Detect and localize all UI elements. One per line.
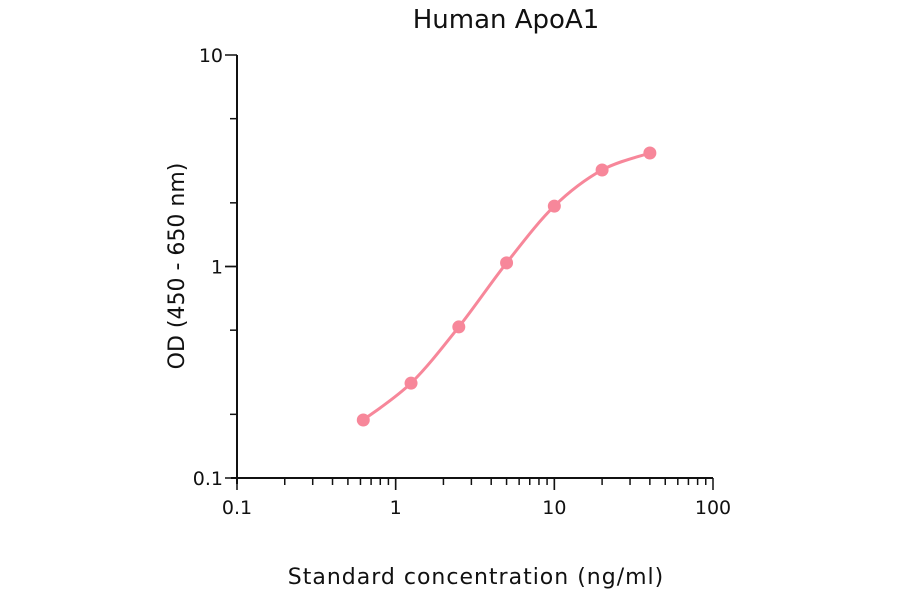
y-tick-label: 10 [199, 45, 223, 67]
data-point [643, 146, 657, 160]
axes [225, 54, 714, 490]
tick-labels: 0.1 1 10 100 0.1 1 10 [193, 45, 731, 519]
data-point [356, 413, 370, 427]
series [356, 146, 657, 427]
y-tick-label: 1 [211, 257, 223, 279]
data-point [500, 256, 514, 270]
x-tick-label: 1 [390, 497, 402, 519]
x-axis-label: Standard concentration (ng/ml) [288, 565, 664, 590]
x-tick-label: 100 [695, 497, 731, 519]
y-axis-label: OD (450 - 650 nm) [165, 163, 190, 370]
x-tick-label: 10 [542, 497, 566, 519]
data-point [595, 163, 609, 177]
data-point [547, 199, 561, 213]
y-tick-label: 0.1 [193, 468, 223, 490]
x-tick-label: 0.1 [222, 497, 252, 519]
chart-title: Human ApoA1 [413, 5, 600, 35]
data-point [452, 320, 466, 334]
data-point [404, 376, 418, 390]
